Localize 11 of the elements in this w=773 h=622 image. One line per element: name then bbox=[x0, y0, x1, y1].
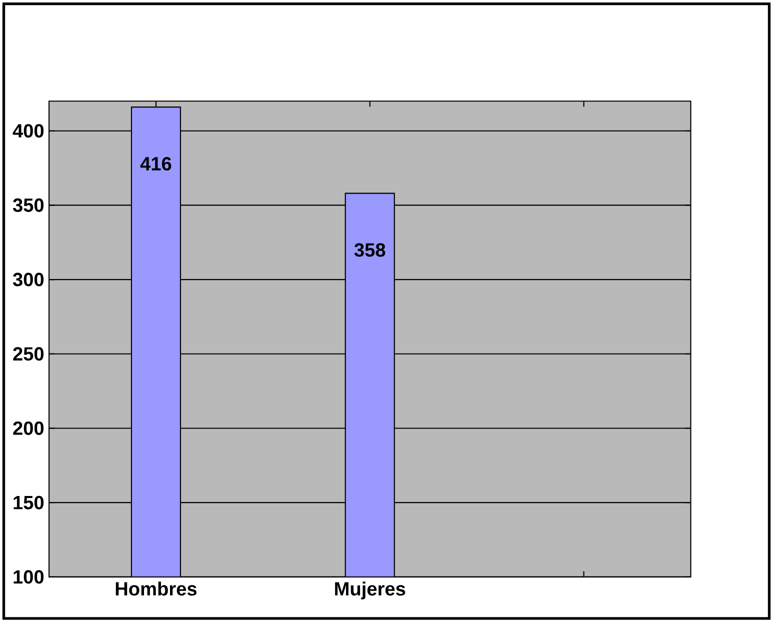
y-tick-label: 400 bbox=[12, 124, 44, 138]
y-tick-label: 300 bbox=[12, 272, 44, 286]
y-tick-label: 150 bbox=[14, 496, 44, 510]
y-tick-label: 350 bbox=[12, 198, 44, 212]
y-tick-label: 250 bbox=[13, 347, 44, 361]
x-tick-label: Mujeres bbox=[335, 582, 406, 600]
y-tick-label: 200 bbox=[13, 421, 44, 435]
x-tick-label: Hombres bbox=[116, 582, 197, 596]
data-label: 416 bbox=[140, 156, 172, 170]
data-label: 358 bbox=[354, 243, 386, 257]
y-tick-label: 100 bbox=[14, 570, 44, 584]
